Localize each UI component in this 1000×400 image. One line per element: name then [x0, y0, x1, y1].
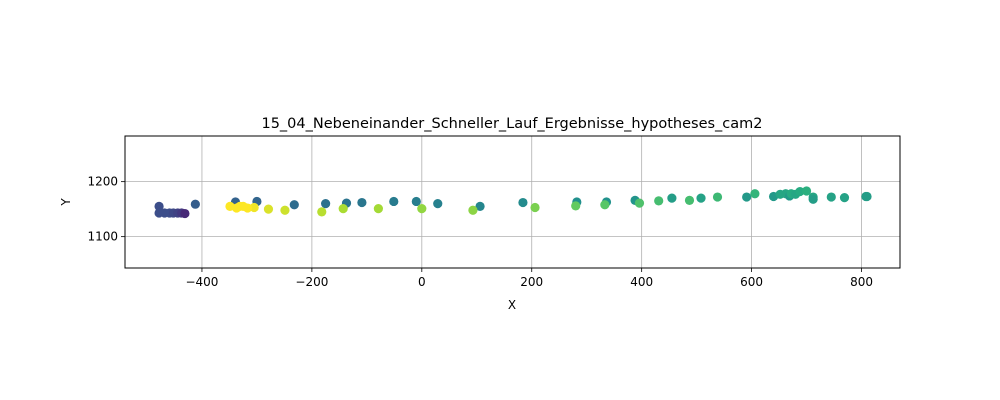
- data-point: [684, 195, 695, 205]
- data-point: [712, 192, 723, 202]
- data-point: [750, 189, 760, 199]
- data-point: [839, 193, 850, 203]
- data-point: [600, 200, 610, 210]
- chart-title: 15_04_Nebeneinander_Schneller_Lauf_Ergeb…: [261, 116, 762, 132]
- x-axis-label: X: [508, 298, 516, 312]
- x-tick-label: 600: [740, 275, 763, 289]
- data-point: [190, 199, 200, 209]
- data-point: [411, 196, 421, 207]
- data-point: [280, 205, 290, 215]
- data-point: [389, 196, 399, 207]
- y-axis-label: Y: [59, 198, 73, 207]
- data-point: [475, 201, 485, 211]
- data-point: [654, 196, 664, 206]
- y-tick-label: 1200: [87, 175, 118, 189]
- x-tick-label: −200: [295, 275, 328, 289]
- data-point: [468, 205, 478, 215]
- data-point: [571, 201, 581, 211]
- data-point: [795, 186, 805, 197]
- data-point: [289, 200, 299, 210]
- x-tick-label: 200: [520, 275, 543, 289]
- data-points: [154, 186, 872, 219]
- axis-ticks: −400 −200 0 200 400 600 800 1100 1200: [87, 175, 873, 289]
- data-point: [317, 207, 327, 217]
- grid-lines: [125, 136, 900, 268]
- y-tick-label: 1100: [87, 230, 118, 244]
- data-point: [634, 198, 645, 208]
- data-point: [225, 201, 235, 211]
- data-point: [154, 201, 164, 211]
- data-point: [417, 204, 427, 214]
- x-tick-label: −400: [185, 275, 218, 289]
- data-point: [530, 202, 540, 213]
- data-point: [518, 197, 528, 208]
- data-point: [321, 199, 331, 209]
- data-point: [180, 208, 190, 219]
- data-point: [373, 204, 383, 214]
- x-tick-label: 0: [418, 275, 426, 289]
- data-point: [667, 193, 677, 203]
- data-point: [801, 186, 812, 196]
- data-point: [826, 192, 836, 202]
- data-point: [433, 199, 443, 209]
- data-point: [696, 193, 706, 203]
- data-point: [742, 192, 752, 202]
- data-point: [808, 194, 818, 204]
- data-point: [249, 202, 259, 213]
- data-point: [862, 191, 872, 202]
- x-tick-label: 800: [850, 275, 873, 289]
- data-point: [338, 204, 348, 214]
- data-point: [357, 197, 367, 208]
- data-point: [263, 204, 274, 214]
- x-tick-label: 400: [630, 275, 653, 289]
- plot-frame: [124, 135, 901, 269]
